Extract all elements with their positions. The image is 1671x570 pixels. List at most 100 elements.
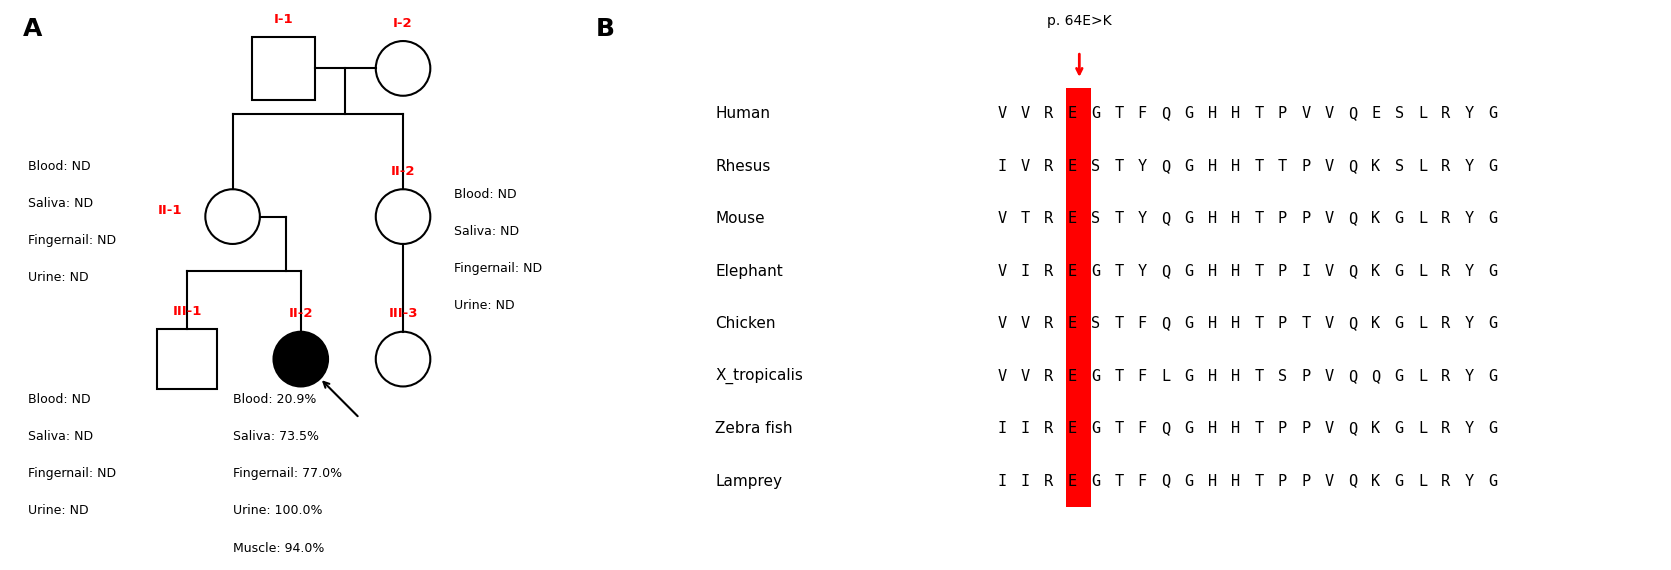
Text: Y: Y bbox=[1464, 316, 1474, 331]
Text: T: T bbox=[1115, 421, 1123, 436]
Text: R: R bbox=[1044, 264, 1053, 279]
Text: V: V bbox=[1325, 474, 1333, 488]
Text: G: G bbox=[1185, 316, 1193, 331]
Text: I: I bbox=[1021, 421, 1029, 436]
Text: L: L bbox=[1419, 159, 1427, 174]
Bar bbox=[252, 37, 316, 100]
Text: Q: Q bbox=[1348, 264, 1357, 279]
Text: F: F bbox=[1138, 474, 1146, 488]
Text: T: T bbox=[1255, 107, 1263, 121]
Text: T: T bbox=[1255, 264, 1263, 279]
Text: V: V bbox=[998, 264, 1006, 279]
Text: L: L bbox=[1161, 369, 1170, 384]
Text: E: E bbox=[1068, 474, 1076, 488]
Text: II-2: II-2 bbox=[289, 307, 312, 320]
Text: R: R bbox=[1442, 264, 1450, 279]
Text: P: P bbox=[1278, 211, 1287, 226]
Text: S: S bbox=[1395, 159, 1404, 174]
Text: P: P bbox=[1278, 107, 1287, 121]
Text: E: E bbox=[1068, 159, 1076, 174]
Text: V: V bbox=[1021, 107, 1029, 121]
Text: I: I bbox=[998, 159, 1006, 174]
Text: P: P bbox=[1302, 474, 1310, 488]
Text: Y: Y bbox=[1464, 421, 1474, 436]
Text: G: G bbox=[1395, 316, 1404, 331]
Text: Saliva: ND: Saliva: ND bbox=[28, 197, 94, 210]
Text: R: R bbox=[1044, 421, 1053, 436]
Text: Human: Human bbox=[715, 107, 770, 121]
Text: V: V bbox=[1021, 159, 1029, 174]
Text: V: V bbox=[1325, 421, 1333, 436]
Circle shape bbox=[376, 41, 431, 96]
Text: T: T bbox=[1021, 211, 1029, 226]
Text: R: R bbox=[1442, 211, 1450, 226]
Text: Fingernail: 77.0%: Fingernail: 77.0% bbox=[232, 467, 343, 481]
Text: Q: Q bbox=[1348, 369, 1357, 384]
Text: R: R bbox=[1044, 107, 1053, 121]
Text: S: S bbox=[1278, 369, 1287, 384]
Text: H: H bbox=[1232, 421, 1240, 436]
Text: E: E bbox=[1068, 107, 1076, 121]
Text: G: G bbox=[1487, 474, 1497, 488]
Text: S: S bbox=[1091, 211, 1100, 226]
Text: L: L bbox=[1419, 264, 1427, 279]
Text: E: E bbox=[1068, 211, 1076, 226]
Text: K: K bbox=[1372, 264, 1380, 279]
Text: P: P bbox=[1302, 421, 1310, 436]
Text: G: G bbox=[1185, 474, 1193, 488]
Text: T: T bbox=[1115, 107, 1123, 121]
Text: Saliva: ND: Saliva: ND bbox=[28, 430, 94, 443]
Text: G: G bbox=[1395, 264, 1404, 279]
Text: F: F bbox=[1138, 369, 1146, 384]
Text: I: I bbox=[998, 474, 1006, 488]
Text: B: B bbox=[595, 17, 615, 41]
Text: G: G bbox=[1185, 421, 1193, 436]
Text: V: V bbox=[998, 316, 1006, 331]
Text: L: L bbox=[1419, 316, 1427, 331]
Text: Y: Y bbox=[1464, 107, 1474, 121]
Text: Q: Q bbox=[1161, 264, 1170, 279]
Text: P: P bbox=[1302, 211, 1310, 226]
Text: R: R bbox=[1044, 211, 1053, 226]
Text: G: G bbox=[1185, 369, 1193, 384]
Text: G: G bbox=[1395, 474, 1404, 488]
Text: Y: Y bbox=[1138, 211, 1146, 226]
Text: K: K bbox=[1372, 474, 1380, 488]
Text: V: V bbox=[1021, 369, 1029, 384]
Text: Q: Q bbox=[1161, 421, 1170, 436]
Bar bbox=[157, 329, 217, 389]
Text: H: H bbox=[1208, 369, 1216, 384]
Text: E: E bbox=[1068, 421, 1076, 436]
Text: T: T bbox=[1115, 474, 1123, 488]
Text: Q: Q bbox=[1348, 107, 1357, 121]
Text: P: P bbox=[1278, 474, 1287, 488]
Text: Q: Q bbox=[1348, 211, 1357, 226]
Text: F: F bbox=[1138, 107, 1146, 121]
Text: Q: Q bbox=[1348, 474, 1357, 488]
Text: Saliva: 73.5%: Saliva: 73.5% bbox=[232, 430, 319, 443]
Text: Blood: ND: Blood: ND bbox=[28, 393, 90, 406]
Text: Q: Q bbox=[1161, 107, 1170, 121]
Text: II-1: II-1 bbox=[159, 205, 182, 217]
Text: I-2: I-2 bbox=[393, 17, 413, 30]
Text: V: V bbox=[1325, 211, 1333, 226]
Text: Mouse: Mouse bbox=[715, 211, 765, 226]
Text: T: T bbox=[1115, 316, 1123, 331]
Text: P: P bbox=[1278, 264, 1287, 279]
Text: III-3: III-3 bbox=[388, 307, 418, 320]
Text: G: G bbox=[1185, 159, 1193, 174]
Text: Y: Y bbox=[1464, 264, 1474, 279]
Text: Q: Q bbox=[1161, 316, 1170, 331]
Text: G: G bbox=[1487, 159, 1497, 174]
Text: T: T bbox=[1255, 474, 1263, 488]
Text: Q: Q bbox=[1372, 369, 1380, 384]
Text: T: T bbox=[1115, 211, 1123, 226]
Text: Q: Q bbox=[1161, 211, 1170, 226]
Text: P: P bbox=[1302, 369, 1310, 384]
Text: T: T bbox=[1255, 421, 1263, 436]
Text: H: H bbox=[1208, 421, 1216, 436]
Text: H: H bbox=[1232, 107, 1240, 121]
Text: X_tropicalis: X_tropicalis bbox=[715, 368, 804, 384]
Text: V: V bbox=[1325, 159, 1333, 174]
Text: G: G bbox=[1487, 369, 1497, 384]
